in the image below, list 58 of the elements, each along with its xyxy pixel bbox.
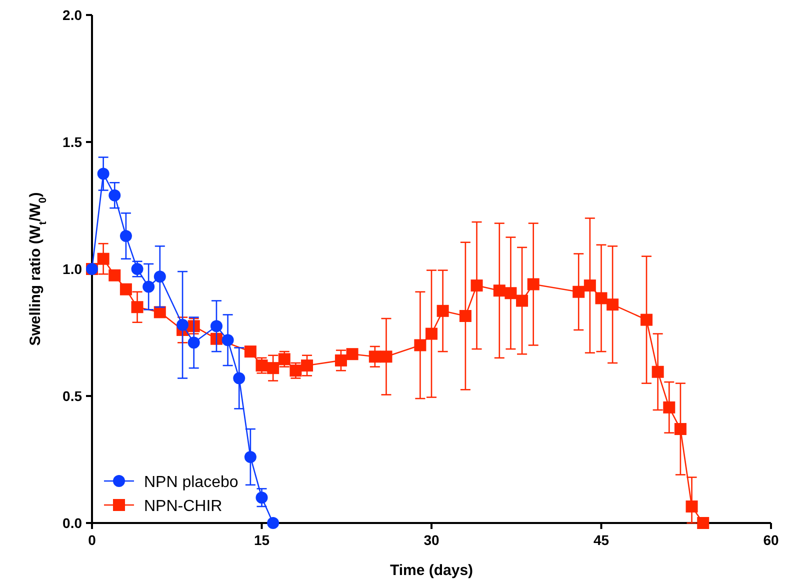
point (120, 283, 132, 296)
point (97, 168, 110, 180)
point (222, 334, 234, 346)
point (606, 298, 619, 311)
x-tick-label: 0 (88, 532, 96, 548)
y-tick-label: 2.0 (62, 7, 82, 23)
point (470, 280, 483, 292)
point (108, 189, 121, 202)
point (459, 310, 472, 322)
point (244, 450, 256, 463)
point (267, 362, 280, 374)
point (256, 492, 268, 504)
point (426, 328, 438, 340)
legend-label: NPN-CHIR (144, 498, 222, 515)
y-tick-label: 0.5 (62, 388, 82, 404)
x-tick-label: 15 (254, 532, 270, 548)
point (572, 286, 585, 298)
point (233, 372, 246, 384)
x-tick-label: 30 (424, 532, 440, 548)
point (595, 292, 608, 304)
point (142, 280, 155, 293)
point (301, 360, 314, 372)
point (516, 294, 528, 307)
point (188, 336, 200, 349)
x-tick-label: 60 (763, 532, 779, 548)
point (334, 354, 347, 366)
y-tick-label: 1.5 (62, 134, 82, 150)
point (278, 353, 290, 366)
point (652, 366, 664, 378)
x-axis-title: Time (days) (390, 562, 474, 579)
point (663, 401, 676, 414)
point (697, 517, 710, 529)
y-tick-label: 1.0 (62, 261, 82, 277)
point (256, 360, 268, 372)
x-tick-label: 45 (593, 532, 610, 548)
point (436, 304, 449, 317)
point (131, 301, 144, 314)
point (368, 350, 381, 363)
point (504, 287, 517, 300)
point (380, 350, 392, 363)
point (97, 252, 110, 265)
point (154, 270, 166, 283)
point (493, 284, 506, 297)
point (131, 263, 144, 275)
point (267, 517, 280, 529)
y-tick-label: 0.0 (62, 515, 82, 531)
point (686, 500, 698, 512)
point (346, 348, 358, 360)
point (584, 280, 596, 292)
point (210, 320, 222, 332)
point (120, 230, 132, 242)
point (244, 346, 256, 358)
point (414, 339, 426, 352)
point (108, 269, 121, 282)
legend-label: NPN placebo (144, 474, 238, 491)
point (640, 314, 653, 326)
point (527, 278, 540, 290)
point (674, 423, 686, 436)
